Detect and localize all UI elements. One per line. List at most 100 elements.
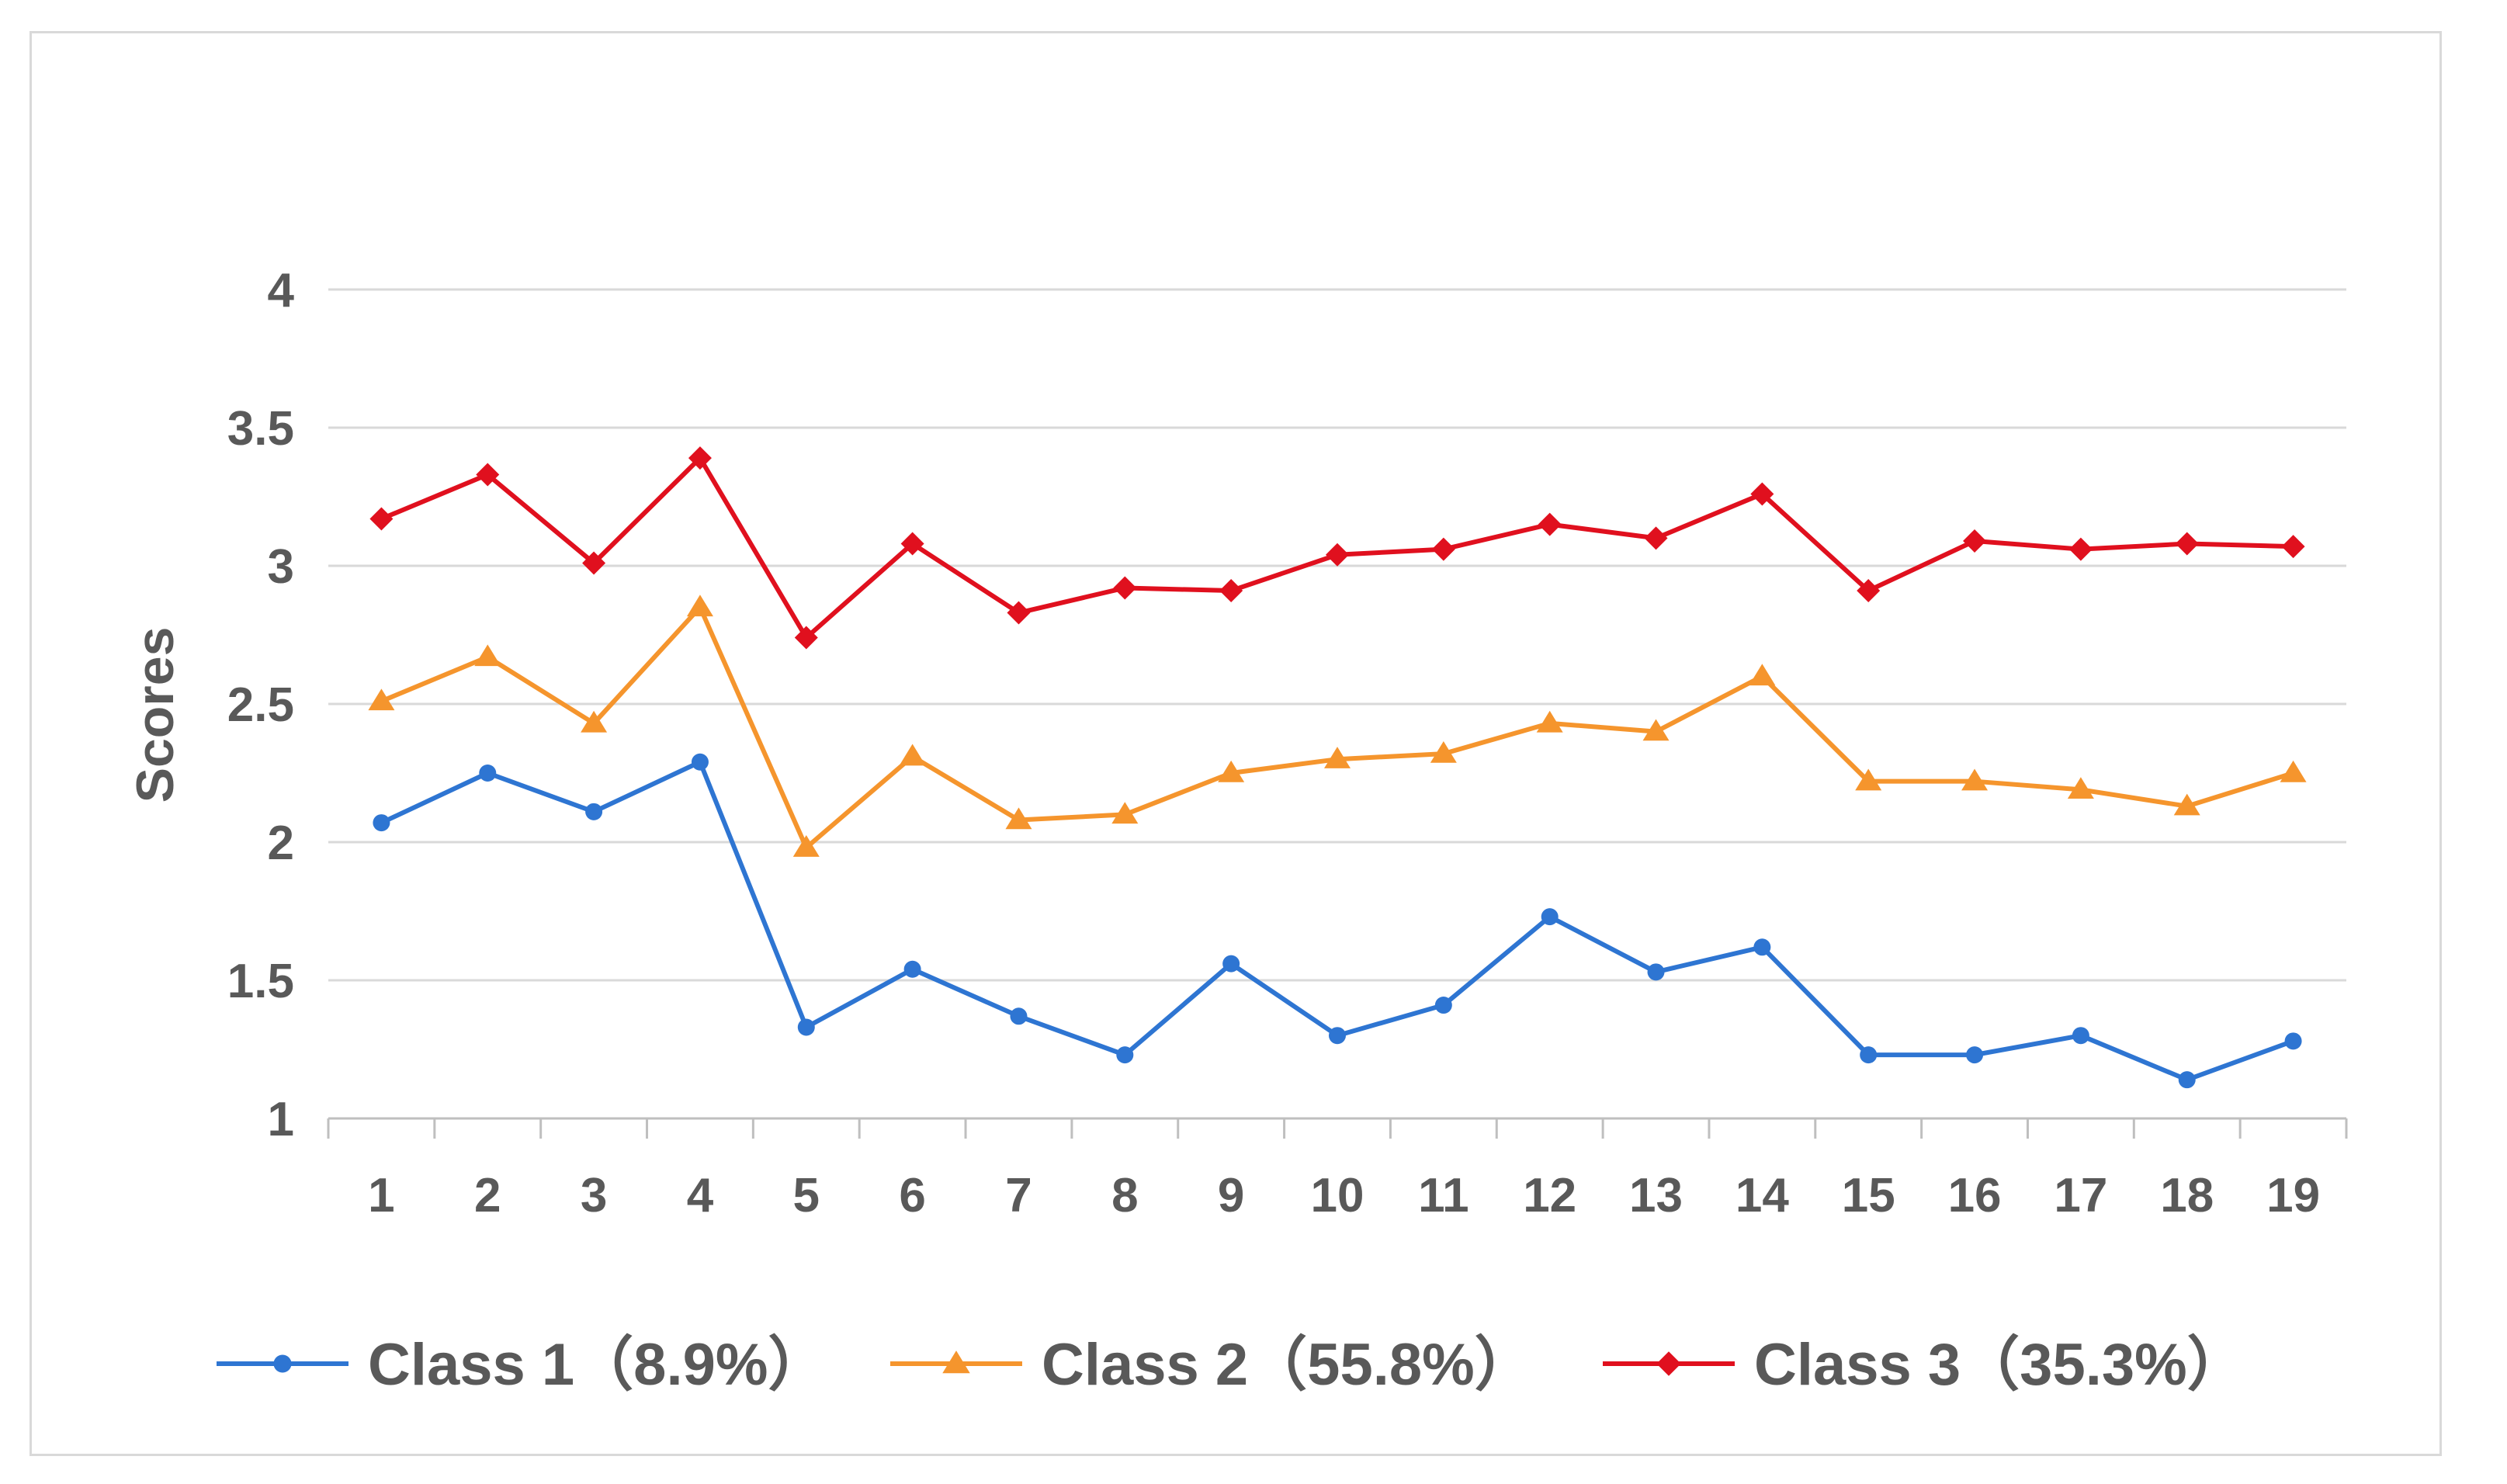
data-point bbox=[1855, 768, 1882, 791]
x-tick-label: 8 bbox=[1111, 1169, 1138, 1222]
data-point bbox=[1536, 710, 1563, 733]
x-tick-label: 7 bbox=[1005, 1169, 1032, 1222]
data-point bbox=[1116, 1046, 1134, 1064]
x-tick-label: 11 bbox=[1418, 1169, 1469, 1222]
data-point bbox=[1860, 1046, 1878, 1064]
data-point bbox=[479, 765, 497, 782]
data-point bbox=[2284, 1032, 2302, 1050]
data-point bbox=[1541, 908, 1559, 926]
series-1 bbox=[373, 753, 2302, 1089]
data-point bbox=[369, 507, 394, 531]
data-point bbox=[585, 803, 603, 820]
x-tick-label: 14 bbox=[1735, 1169, 1789, 1222]
y-tick-label: 3 bbox=[268, 540, 294, 594]
data-point bbox=[1961, 768, 1989, 791]
x-tick-label: 13 bbox=[1629, 1169, 1683, 1222]
data-point bbox=[1963, 529, 1987, 553]
x-tick-label: 1 bbox=[368, 1169, 394, 1222]
data-point bbox=[476, 463, 500, 487]
series-2 bbox=[368, 595, 2307, 857]
x-tick-label: 12 bbox=[1523, 1169, 1576, 1222]
data-point bbox=[2280, 760, 2307, 782]
legend-label: Class 3（35.3%） bbox=[1754, 1332, 2246, 1398]
data-point bbox=[1219, 579, 1243, 603]
y-tick-label: 2 bbox=[268, 817, 294, 870]
x-tick-label: 3 bbox=[581, 1169, 607, 1222]
data-point bbox=[2173, 793, 2200, 816]
x-tick-label: 19 bbox=[2266, 1169, 2320, 1222]
y-axis-title: Scores bbox=[126, 627, 185, 803]
x-tick-label: 9 bbox=[1218, 1169, 1244, 1222]
line-chart: 11.522.533.54 1 2 3 4 5 6 7 8 9 10 11 12 13 14 15 16 17 1… bbox=[126, 264, 2348, 1398]
y-tick-label: 1.5 bbox=[227, 955, 294, 1008]
series-lines bbox=[368, 446, 2307, 1089]
data-point bbox=[474, 644, 501, 667]
series-3 bbox=[369, 446, 2305, 650]
chart-frame: 1 1.5 2 2.5 3 3.5 4 1 2 3 4 5 6 7 8 9 10 11 12 13 14 15 16 17 1… bbox=[29, 31, 2442, 1456]
data-point bbox=[1753, 938, 1771, 956]
legend-item: Class 1（8.9%） bbox=[217, 1332, 827, 1398]
data-point bbox=[794, 626, 818, 650]
data-point bbox=[1218, 760, 1245, 782]
x-tick-label: 15 bbox=[1842, 1169, 1895, 1222]
y-tick-label: 1 bbox=[268, 1093, 294, 1146]
data-point bbox=[2175, 532, 2199, 556]
x-tick-label: 16 bbox=[1948, 1169, 2002, 1222]
data-point bbox=[368, 688, 395, 711]
data-point bbox=[1647, 963, 1665, 981]
data-point bbox=[1007, 601, 1031, 625]
data-point bbox=[1431, 537, 1455, 561]
x-tick-label: 6 bbox=[899, 1169, 925, 1222]
x-tick-label: 4 bbox=[687, 1169, 714, 1222]
data-point bbox=[373, 814, 390, 832]
legend-item: Class 2（55.8%） bbox=[890, 1332, 1534, 1398]
data-point bbox=[1642, 719, 1670, 741]
y-tick-label: 2.5 bbox=[227, 678, 294, 732]
x-tick-label: 2 bbox=[474, 1169, 501, 1222]
data-point bbox=[1222, 955, 1240, 973]
data-point bbox=[1010, 1007, 1028, 1025]
x-axis bbox=[327, 1117, 2348, 1139]
y-tick-labels: 1 1.5 2 2.5 3 3.5 4 bbox=[227, 264, 295, 1146]
x-tick-labels: 1 2 3 4 5 6 7 8 9 10 11 12 13 14 15 16 17 18 19 bbox=[368, 1169, 2320, 1222]
data-point bbox=[686, 595, 713, 617]
series-line bbox=[380, 605, 2294, 851]
data-point bbox=[1434, 997, 1452, 1014]
legend-marker bbox=[273, 1354, 292, 1373]
data-point bbox=[2178, 1071, 2196, 1089]
data-point bbox=[1113, 576, 1137, 600]
x-tick-label: 17 bbox=[2054, 1169, 2107, 1222]
data-point bbox=[1966, 1046, 1984, 1064]
data-point bbox=[1324, 747, 1351, 768]
data-point bbox=[691, 753, 709, 771]
data-point bbox=[1538, 512, 1562, 536]
data-point bbox=[899, 744, 926, 766]
data-point bbox=[792, 835, 820, 857]
data-point bbox=[688, 446, 712, 470]
x-tick-label: 18 bbox=[2160, 1169, 2214, 1222]
data-point bbox=[1750, 482, 1774, 506]
data-point bbox=[2068, 537, 2093, 561]
gridlines bbox=[328, 288, 2346, 982]
y-tick-label: 3.5 bbox=[227, 402, 294, 456]
legend-item: Class 3（35.3%） bbox=[1603, 1332, 2246, 1398]
data-point bbox=[1329, 1027, 1346, 1045]
data-point bbox=[1857, 579, 1881, 603]
legend-marker bbox=[1656, 1351, 1681, 1376]
data-point bbox=[582, 551, 606, 575]
data-point bbox=[581, 710, 608, 733]
legend-marker bbox=[942, 1351, 970, 1374]
data-point bbox=[2072, 1027, 2089, 1045]
legend-label: Class 1（8.9%） bbox=[368, 1332, 827, 1398]
data-point bbox=[1111, 802, 1139, 824]
x-tick-label: 10 bbox=[1311, 1169, 1364, 1222]
legend-label: Class 2（55.8%） bbox=[1042, 1332, 1534, 1398]
data-point bbox=[1430, 740, 1457, 763]
data-point bbox=[1326, 543, 1349, 567]
x-tick-label: 5 bbox=[793, 1169, 820, 1222]
data-point bbox=[797, 1018, 815, 1036]
data-point bbox=[2067, 777, 2094, 799]
legend: Class 1（8.9%） Class 2（55.8%） Class 3（35.3%… bbox=[217, 1332, 2246, 1398]
data-point bbox=[1749, 664, 1776, 686]
data-point bbox=[1644, 526, 1668, 550]
